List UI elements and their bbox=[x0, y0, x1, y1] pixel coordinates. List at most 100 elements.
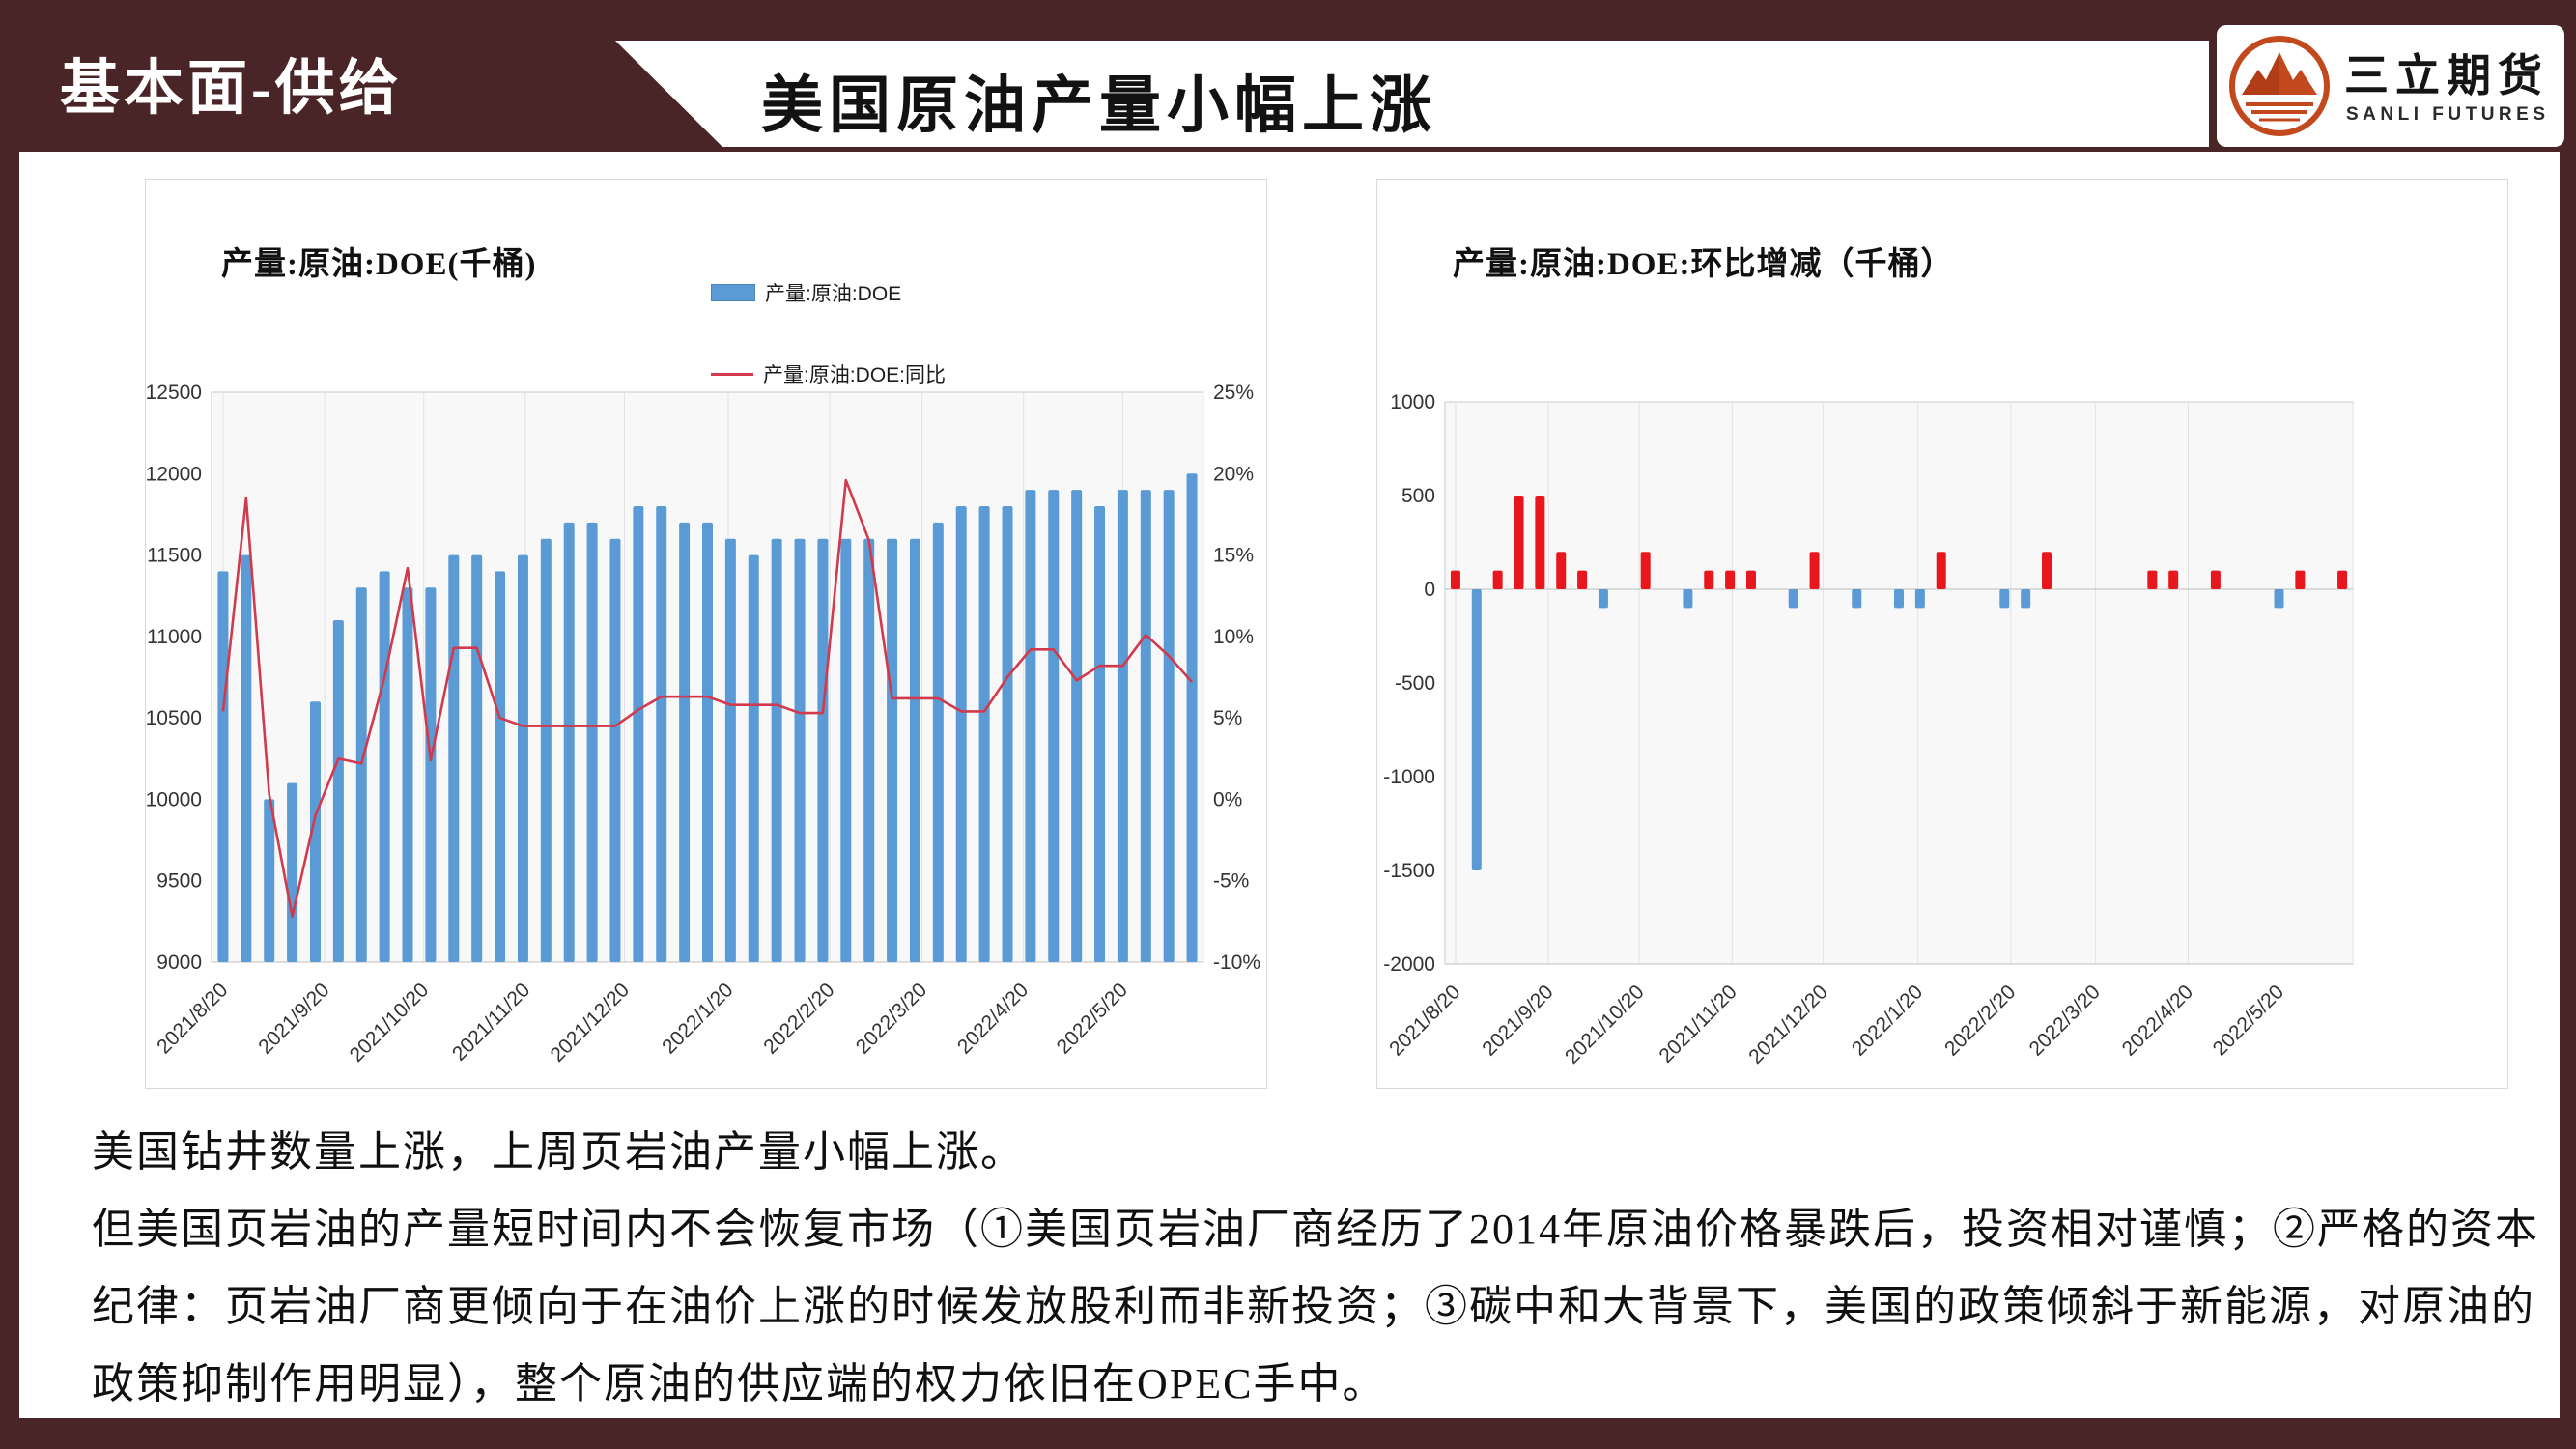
bar bbox=[978, 506, 990, 962]
bar-positive bbox=[1745, 570, 1756, 589]
bar-positive bbox=[1514, 496, 1524, 589]
commentary-line: 但美国页岩油的产量短时间内不会恢复市场（①美国页岩油厂商经历了2014年原油价格… bbox=[92, 1206, 2539, 1253]
bar bbox=[633, 506, 644, 962]
page-title: 美国原油产量小幅上涨 bbox=[761, 71, 1437, 140]
bar-positive bbox=[1492, 570, 1503, 589]
bar bbox=[1094, 506, 1106, 962]
x-tick-label: 2021/11/20 bbox=[1655, 980, 1741, 1066]
x-tick-label: 2022/1/20 bbox=[658, 979, 737, 1058]
production-chart: 12500 25% 12000 20% 11500 15% 11000 10% 10500 5% 1… bbox=[146, 382, 1260, 1066]
bar bbox=[1140, 490, 1151, 962]
bar bbox=[724, 538, 736, 962]
y-tick-left: 12000 bbox=[146, 463, 202, 485]
y-tick-left: 9500 bbox=[156, 870, 202, 893]
bar bbox=[794, 538, 806, 962]
x-tick-label: 2021/10/20 bbox=[1561, 980, 1649, 1068]
x-tick-label: 2022/2/20 bbox=[1940, 980, 2020, 1060]
y-tick-left: 11500 bbox=[147, 545, 202, 567]
logo: 三立期货 SANLI FUTURES bbox=[2217, 25, 2564, 147]
y-tick: -2000 bbox=[1383, 953, 1435, 976]
bar-positive bbox=[2295, 570, 2306, 589]
bar bbox=[448, 554, 460, 962]
bar bbox=[656, 506, 667, 962]
y-tick-right: 5% bbox=[1213, 707, 1242, 729]
commentary-line: 政策抑制作用明显），整个原油的供应端的权力依旧在OPEC手中。 bbox=[92, 1360, 1387, 1407]
bar-negative bbox=[1852, 589, 1862, 609]
y-tick-right: -10% bbox=[1213, 952, 1260, 974]
bar-positive bbox=[1936, 552, 1946, 589]
bar bbox=[609, 538, 621, 962]
bar bbox=[425, 587, 437, 962]
content-area: 产量:原油:DOE(千桶) 产量:原油:DOE 产量:原油:DOE:同比 125… bbox=[19, 152, 2560, 1418]
bar-negative bbox=[1471, 589, 1482, 870]
bar-positive bbox=[1704, 570, 1714, 589]
bar bbox=[471, 554, 483, 962]
plot-area bbox=[1444, 401, 2354, 965]
bar bbox=[540, 538, 552, 962]
y-tick: -1000 bbox=[1383, 766, 1435, 788]
bar bbox=[702, 522, 713, 962]
y-tick: 0 bbox=[1424, 579, 1435, 601]
legend-item-yoy: 产量:原油:DOE:同比 bbox=[711, 361, 946, 386]
bar-positive bbox=[1809, 552, 1820, 589]
bar bbox=[241, 554, 252, 962]
x-tick-label: 2022/5/20 bbox=[2209, 980, 2288, 1060]
bar bbox=[863, 538, 875, 962]
bar bbox=[309, 701, 321, 962]
bar bbox=[1071, 490, 1083, 962]
commentary: 美国钻井数量上涨，上周页岩油产量小幅上涨。 但美国页岩油的产量短时间内不会恢复市… bbox=[92, 1114, 2539, 1423]
section-label: 基本面-供给 bbox=[60, 56, 403, 122]
x-tick-label: 2022/3/20 bbox=[852, 979, 931, 1058]
bar bbox=[355, 587, 367, 962]
legend-label: 产量:原油:DOE:同比 bbox=[763, 364, 947, 386]
commentary-line: 纪律：页岩油厂商更倾向于在油价上涨的时候发放股利而非新投资；③碳中和大背景下，美… bbox=[92, 1283, 2535, 1330]
x-tick-label: 2022/4/20 bbox=[953, 979, 1033, 1058]
commentary-line: 美国钻井数量上涨，上周页岩油产量小幅上涨。 bbox=[92, 1128, 1025, 1176]
bar bbox=[1048, 490, 1060, 962]
bar-positive bbox=[1450, 570, 1460, 589]
yoy-line bbox=[221, 478, 1194, 919]
y-tick-right: 20% bbox=[1213, 463, 1254, 485]
x-tick-label: 2022/2/20 bbox=[759, 979, 838, 1058]
bar bbox=[402, 587, 413, 962]
y-tick-left: 10000 bbox=[146, 788, 202, 810]
legend-line-swatch bbox=[711, 372, 753, 376]
y-tick-right: 10% bbox=[1213, 626, 1254, 648]
y-tick: 1000 bbox=[1390, 391, 1435, 413]
x-tick-label: 2021/12/20 bbox=[1744, 980, 1832, 1068]
x-tick-label: 2022/5/20 bbox=[1053, 979, 1132, 1058]
bar-positive bbox=[2042, 552, 2052, 589]
bar bbox=[771, 538, 782, 962]
legend-item-production: 产量:原油:DOE bbox=[711, 280, 946, 305]
chart-card-production: 产量:原油:DOE(千桶) 产量:原油:DOE 产量:原油:DOE:同比 125… bbox=[145, 179, 1267, 1089]
x-tick-label: 2021/8/20 bbox=[153, 979, 232, 1058]
y-tick-right: -5% bbox=[1213, 870, 1249, 893]
bar bbox=[817, 538, 829, 962]
bar-positive bbox=[1535, 496, 1545, 589]
y-tick: -500 bbox=[1395, 672, 1435, 695]
y-tick-right: 15% bbox=[1213, 545, 1254, 567]
bar-positive bbox=[2210, 570, 2221, 589]
bar-negative bbox=[1598, 589, 1608, 609]
x-tick-label: 2021/8/20 bbox=[1385, 980, 1464, 1060]
x-tick-label: 2021/12/20 bbox=[546, 979, 634, 1066]
x-tick-label: 2021/9/20 bbox=[1478, 980, 1557, 1060]
logo-name-cn: 三立期货 bbox=[2344, 50, 2549, 100]
bar bbox=[748, 554, 759, 962]
left-chart-legend: 产量:原油:DOE 产量:原油:DOE:同比 bbox=[711, 280, 946, 442]
bar-positive bbox=[2337, 570, 2348, 589]
bar bbox=[887, 538, 898, 962]
legend-label: 产量:原油:DOE bbox=[765, 283, 902, 305]
x-tick-label: 2021/10/20 bbox=[346, 979, 434, 1066]
bar-positive bbox=[1725, 570, 1736, 589]
logo-name-en: SANLI FUTURES bbox=[2346, 104, 2550, 125]
header-banner: 基本面-供给 美国原油产量小幅上涨 三立期货 SANLI FUTURES bbox=[0, 0, 2576, 152]
y-tick-left: 12500 bbox=[146, 382, 202, 404]
x-tick-label: 2021/9/20 bbox=[254, 979, 333, 1058]
x-tick-label: 2022/3/20 bbox=[2025, 980, 2105, 1060]
bar-positive bbox=[1640, 552, 1651, 589]
bar-negative bbox=[1894, 589, 1904, 609]
bar bbox=[1186, 473, 1198, 962]
